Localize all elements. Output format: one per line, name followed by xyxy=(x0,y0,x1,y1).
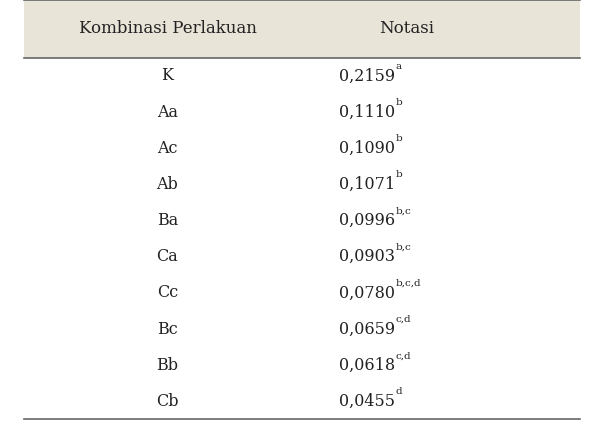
Text: 0,2159: 0,2159 xyxy=(338,67,395,84)
Text: 0,0996: 0,0996 xyxy=(338,212,395,229)
Text: Cc: Cc xyxy=(157,284,178,301)
Text: b: b xyxy=(395,170,402,179)
Text: c,d: c,d xyxy=(395,351,411,360)
Text: d: d xyxy=(395,387,402,396)
Text: Aa: Aa xyxy=(157,104,178,121)
Text: Ca: Ca xyxy=(157,248,178,265)
Text: K: K xyxy=(161,67,173,84)
Text: b,c,d: b,c,d xyxy=(395,279,421,288)
Text: 0,0780: 0,0780 xyxy=(338,284,395,301)
Text: a: a xyxy=(395,62,401,71)
Text: 0,1110: 0,1110 xyxy=(338,104,395,121)
Text: 0,0659: 0,0659 xyxy=(338,321,395,338)
Text: Notasi: Notasi xyxy=(379,21,434,37)
Text: b: b xyxy=(395,98,402,107)
Text: 0,0455: 0,0455 xyxy=(338,393,395,410)
Text: Bb: Bb xyxy=(157,357,178,374)
Text: Kombinasi Perlakuan: Kombinasi Perlakuan xyxy=(78,21,257,37)
Text: 0,1071: 0,1071 xyxy=(338,176,395,193)
Text: b: b xyxy=(395,134,402,143)
Text: 0,0618: 0,0618 xyxy=(338,357,395,374)
Text: b,c: b,c xyxy=(395,243,411,252)
Text: Ac: Ac xyxy=(157,140,178,157)
Bar xyxy=(24,0,580,58)
Text: Bc: Bc xyxy=(157,321,178,338)
Text: 0,0903: 0,0903 xyxy=(338,248,395,265)
Text: Ba: Ba xyxy=(157,212,178,229)
Text: 0,1090: 0,1090 xyxy=(338,140,395,157)
Text: Ab: Ab xyxy=(157,176,178,193)
Text: b,c: b,c xyxy=(395,207,411,216)
Text: Cb: Cb xyxy=(156,393,179,410)
Text: c,d: c,d xyxy=(395,315,411,324)
